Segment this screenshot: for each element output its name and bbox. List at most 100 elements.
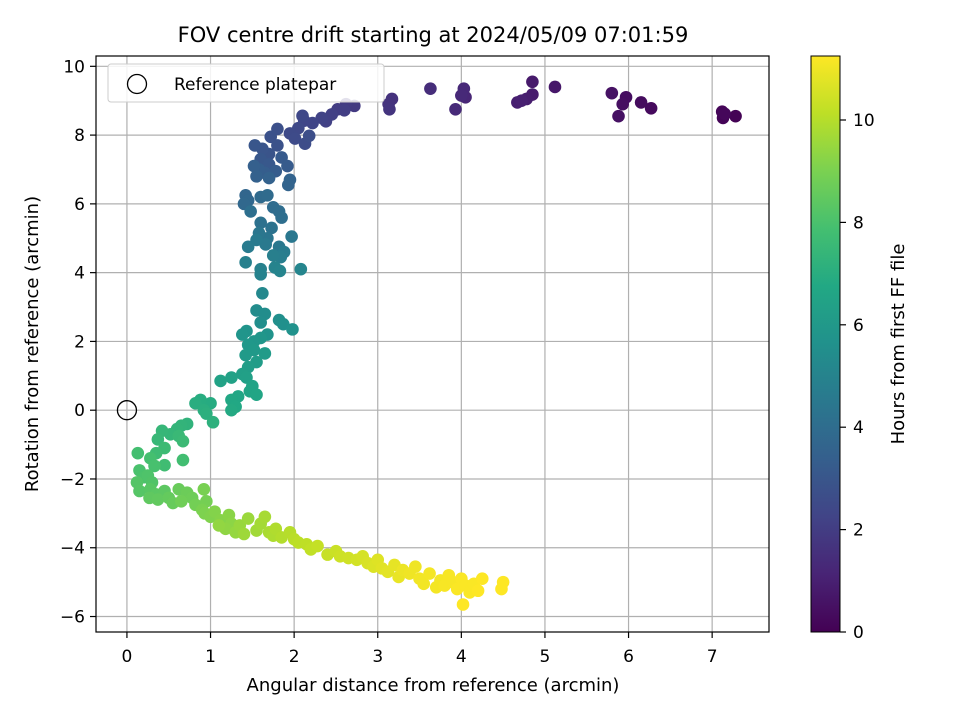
x-tick-label: 0: [122, 647, 133, 667]
legend-box: [107, 63, 385, 103]
data-point: [200, 407, 213, 420]
data-point: [247, 159, 261, 173]
data-point: [244, 205, 257, 218]
y-tick-label: 4: [74, 264, 85, 284]
data-point: [285, 230, 298, 243]
legend-entry-reference-platepar: Reference platepar: [174, 75, 336, 95]
data-point: [424, 82, 437, 95]
data-point: [158, 458, 171, 472]
data-point: [315, 111, 329, 125]
y-tick-label: 10: [63, 57, 85, 77]
data-point: [250, 233, 263, 247]
data-point: [266, 249, 280, 262]
data-point: [475, 572, 489, 585]
data-point: [276, 317, 290, 331]
data-point: [264, 130, 278, 144]
colorbar-tick-label: 10: [853, 111, 875, 131]
y-tick-label: −6: [60, 608, 85, 628]
data-point: [254, 316, 267, 329]
data-point: [206, 415, 220, 429]
data-point: [250, 388, 263, 402]
data-point: [455, 89, 468, 102]
colorbar-gradient: [810, 55, 841, 633]
plot-frame: [95, 55, 770, 633]
colorbar: 0 2 4 6 8 10 Hours from first FF file: [810, 55, 909, 643]
data-point: [548, 80, 562, 94]
y-tick-label: 8: [74, 126, 85, 146]
data-point: [296, 109, 309, 123]
data-point: [449, 103, 462, 116]
data-point: [151, 433, 165, 446]
data-point: [286, 323, 299, 336]
legend-marker-reference: [126, 73, 148, 95]
x-tick-label: 1: [205, 647, 216, 667]
colorbar-tick-label: 2: [853, 521, 864, 541]
chart-title: FOV centre drift starting at 2024/05/09 …: [178, 23, 689, 47]
data-point: [288, 132, 302, 145]
x-axis: 0 1 2 3 4 5 6 7: [122, 632, 718, 667]
y-tick-label: −2: [60, 470, 85, 490]
data-point: [212, 519, 226, 532]
colorbar-tick-label: 0: [853, 623, 864, 643]
data-point: [258, 510, 272, 524]
data-point: [262, 171, 276, 185]
colorbar-ticks: 0 2 4 6 8 10: [840, 111, 875, 643]
data-point: [281, 178, 295, 192]
data-point: [417, 577, 431, 591]
data-point: [471, 584, 485, 598]
x-tick-label: 6: [623, 647, 634, 667]
y-axis: −6 −4 −2 0 2 4 6 8 10: [60, 57, 96, 628]
x-tick-label: 2: [289, 647, 300, 667]
data-point: [236, 328, 249, 341]
data-point: [495, 582, 508, 596]
data-point: [605, 86, 619, 100]
data-point: [275, 211, 288, 224]
y-tick-label: −4: [60, 539, 85, 559]
data-point: [239, 348, 252, 362]
colorbar-tick-label: 4: [853, 418, 864, 438]
data-point: [294, 262, 308, 276]
data-point: [254, 268, 267, 281]
data-point: [383, 103, 396, 116]
data-point: [729, 109, 742, 123]
data-point: [456, 598, 470, 611]
data-point: [616, 97, 629, 111]
data-point: [225, 403, 238, 417]
x-axis-label: Angular distance from reference (arcmin): [247, 675, 620, 696]
x-tick-label: 7: [707, 647, 718, 667]
data-point: [131, 446, 145, 460]
data-point: [515, 94, 528, 108]
data-point: [337, 104, 351, 117]
y-tick-label: 2: [74, 332, 85, 352]
data-point: [612, 109, 625, 123]
data-point: [241, 512, 255, 525]
data-point: [237, 527, 251, 541]
data-point: [281, 159, 294, 173]
data-point: [273, 264, 287, 278]
scatter-points: [116, 75, 742, 611]
data-point: [148, 459, 161, 473]
data-point: [189, 397, 202, 410]
data-point: [644, 101, 658, 115]
x-tick-label: 5: [540, 647, 551, 667]
reference-platepar-marker: [116, 400, 138, 421]
data-point: [261, 188, 274, 202]
data-point: [225, 371, 238, 384]
data-point: [311, 539, 324, 553]
data-point: [254, 216, 267, 230]
colorbar-tick-label: 6: [853, 316, 864, 336]
x-tick-label: 3: [372, 647, 383, 667]
data-point: [214, 374, 227, 388]
y-tick-label: 0: [74, 401, 85, 421]
data-point: [256, 286, 269, 300]
data-point: [526, 75, 539, 89]
data-point: [239, 256, 252, 269]
data-point: [151, 493, 165, 506]
data-point: [271, 139, 284, 152]
data-point: [250, 170, 263, 183]
grid: [96, 56, 769, 632]
y-axis-label: Rotation from reference (arcmin): [22, 196, 43, 492]
data-point: [302, 129, 316, 143]
data-point: [258, 347, 272, 360]
